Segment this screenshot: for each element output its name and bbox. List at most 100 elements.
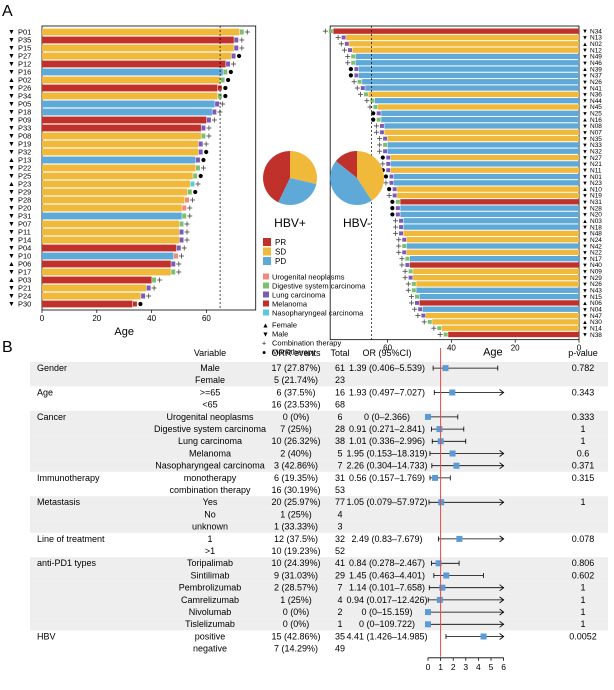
cancer-type-square bbox=[411, 282, 416, 286]
age-bar bbox=[387, 142, 579, 148]
group-label: Immunotherapy bbox=[37, 473, 100, 483]
age-bar bbox=[42, 276, 152, 284]
right-bar-row: ▼ N43 bbox=[405, 288, 602, 295]
right-bar-row: ▼ N42 bbox=[396, 243, 602, 250]
pie-slice-pr bbox=[335, 150, 357, 178]
age-bar bbox=[42, 60, 226, 68]
hbv-negative-bar-chart: ▼ N34▼ N13▲ N02▼ N12▼ N49▼ N46▲ N39▼ N37▼ N26▼ N41… bbox=[322, 25, 602, 359]
forest-row: Age >=65 6 (37.5%) 16 1.93 (0.497–7.027) 0.34… bbox=[37, 387, 594, 397]
age-bar bbox=[352, 47, 579, 53]
age-bar bbox=[42, 124, 201, 132]
header-variable: Variable bbox=[194, 348, 226, 358]
age-bar bbox=[406, 249, 579, 256]
cancer-type-square bbox=[184, 197, 189, 203]
sex-marker: ▼ bbox=[582, 29, 588, 35]
forest-x-tick-label: 1 bbox=[438, 662, 443, 672]
age-bar bbox=[42, 100, 215, 108]
legend-swatch-pd bbox=[263, 257, 271, 265]
orr-events-value: 12 (37.5%) bbox=[274, 534, 318, 544]
total-value: 38 bbox=[335, 436, 345, 446]
left-bar-row: ▲ P06 bbox=[8, 259, 182, 268]
p-value: 0.343 bbox=[572, 387, 595, 397]
or-point bbox=[425, 413, 431, 420]
left-bar-row: ▼ P21 bbox=[8, 283, 157, 292]
ci-arrow bbox=[499, 596, 505, 604]
right-x-tick-label: 20 bbox=[511, 344, 520, 353]
orr-events-value: 9 (31.03%) bbox=[274, 570, 318, 580]
total-value: 49 bbox=[335, 644, 345, 654]
variable-label: Melanoma bbox=[189, 448, 231, 458]
group-label: HBV bbox=[37, 631, 56, 641]
total-value: 29 bbox=[335, 570, 345, 580]
sex-marker: ▼ bbox=[582, 73, 588, 79]
orr-events-value: 17 (27.87%) bbox=[271, 363, 320, 373]
left-x-tick-label: 60 bbox=[202, 314, 211, 323]
total-value: 16 bbox=[335, 387, 345, 397]
right-bar-row: ▼ N34 bbox=[322, 28, 602, 35]
cancer-type-square bbox=[395, 199, 400, 204]
sex-marker: ▼ bbox=[582, 250, 588, 256]
or-ci-value: 1.01 (0.336–2.996) bbox=[349, 436, 425, 446]
age-bar bbox=[400, 205, 579, 211]
patient-id-label: N14 bbox=[590, 325, 602, 332]
patient-id-label: P18 bbox=[18, 107, 31, 116]
left-bar-row: ▼ P01 bbox=[8, 27, 250, 36]
sex-marker: ▼ bbox=[582, 175, 588, 181]
age-bar bbox=[42, 212, 182, 220]
right-bar-row: ▼ N26 bbox=[405, 281, 602, 288]
sex-marker: ▼ bbox=[8, 221, 15, 228]
cancer-type-square bbox=[351, 60, 356, 65]
sex-marker: ▲ bbox=[582, 301, 588, 307]
monotherapy-marker bbox=[348, 73, 353, 78]
total-value: 1 bbox=[337, 619, 342, 629]
cancer-type-square bbox=[344, 41, 349, 46]
age-bar bbox=[400, 199, 579, 205]
orr-events-value: 7 (25%) bbox=[280, 424, 312, 434]
patient-id-label: N49 bbox=[590, 54, 602, 61]
variable-label: Sintilimab bbox=[190, 570, 229, 580]
sex-marker: ▼ bbox=[8, 245, 15, 252]
patient-id-label: N28 bbox=[590, 205, 602, 212]
patient-id-label: P34 bbox=[18, 91, 31, 100]
age-bar bbox=[42, 132, 201, 140]
patient-id-label: P09 bbox=[18, 115, 31, 124]
cancer-type-square bbox=[373, 105, 378, 109]
age-bar bbox=[390, 161, 579, 167]
right-bar-row: ▼ N28 bbox=[390, 205, 602, 212]
left-bar-row: ▼ P28 bbox=[8, 195, 195, 204]
age-bar bbox=[42, 148, 199, 156]
cancer-type-square bbox=[220, 77, 225, 83]
age-bar bbox=[419, 300, 579, 306]
variable-label: Male bbox=[200, 363, 220, 373]
age-bar bbox=[368, 91, 579, 98]
orr-events-value: 16 (23.53%) bbox=[271, 400, 320, 410]
cancer-type-square bbox=[132, 301, 137, 307]
sex-marker: ▼ bbox=[582, 276, 588, 282]
sex-marker: ▲ bbox=[8, 77, 15, 84]
ci-arrow bbox=[499, 498, 505, 506]
left-bar-row: ▼ P15 bbox=[8, 43, 245, 52]
hbv-positive-bar-chart: ▼ P01▼ P35▼ P15▼ P27▼ P12▼ P16▲ P02▼ P26▼ P34▼ P05… bbox=[8, 25, 257, 338]
left-bar-row: ▼ P24 bbox=[8, 291, 152, 300]
right-bar-row: ▼ N15 bbox=[409, 294, 602, 301]
sex-marker: ▼ bbox=[582, 36, 588, 42]
row-stripe bbox=[30, 581, 608, 594]
right-bar-row: ▲ N10 bbox=[387, 186, 602, 193]
legend-label: Male bbox=[272, 330, 288, 339]
or-point bbox=[456, 535, 463, 542]
sex-marker: ▼ bbox=[8, 269, 15, 276]
sex-marker: ▼ bbox=[8, 205, 15, 212]
cancer-type-square bbox=[386, 168, 391, 173]
variable-label: Digestive system carcinoma bbox=[154, 424, 266, 434]
variable-label: >1 bbox=[205, 546, 215, 556]
forest-x-tick-label: 4 bbox=[476, 662, 481, 672]
total-value: 35 bbox=[335, 631, 345, 641]
forest-row: anti-PD1 types Toripalimab 10 (24.39%) 41 0.… bbox=[30, 557, 608, 570]
total-value: 31 bbox=[335, 473, 345, 483]
sex-marker: ▼ bbox=[8, 53, 15, 60]
legend-swatch-cancer bbox=[263, 309, 269, 316]
variable-label: Camrelizumab bbox=[181, 595, 239, 605]
p-value: 1 bbox=[580, 583, 585, 593]
cancer-type-square bbox=[415, 300, 419, 305]
sex-marker: ▼ bbox=[582, 244, 588, 250]
